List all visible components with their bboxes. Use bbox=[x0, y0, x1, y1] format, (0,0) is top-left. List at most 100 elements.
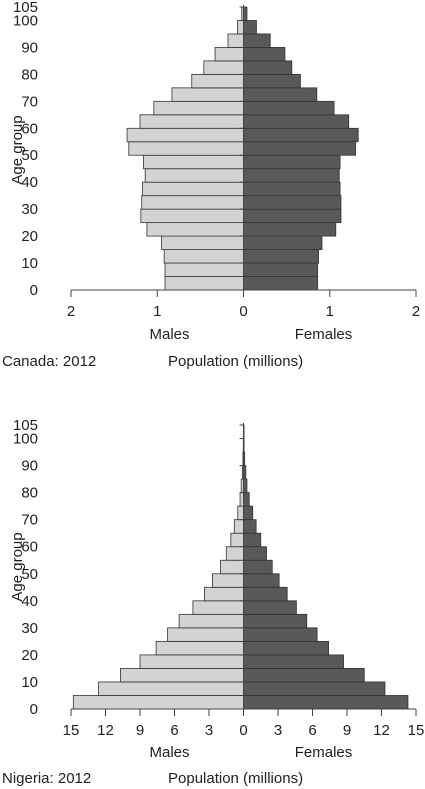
y-tick-label: 0 bbox=[30, 282, 38, 299]
female-bar-15-19 bbox=[243, 235, 323, 250]
y-tick-label: 50 bbox=[21, 147, 38, 164]
male-bar-25-29 bbox=[140, 208, 244, 224]
female-bar-55-59 bbox=[243, 546, 267, 561]
female-bar-75-79 bbox=[243, 73, 301, 89]
female-bar-10-14 bbox=[243, 249, 319, 264]
x-tick-label: 6 bbox=[308, 722, 316, 739]
x-tick-label: 0 bbox=[239, 722, 247, 739]
male-bar-0-4 bbox=[164, 276, 244, 291]
male-bar-70-74 bbox=[171, 87, 244, 102]
chart-caption: Canada: 2012 bbox=[2, 353, 96, 370]
male-bar-60-64 bbox=[139, 114, 244, 129]
female-bar-20-24 bbox=[243, 640, 329, 656]
x-axis-label: Population (millions) bbox=[168, 353, 303, 370]
female-bar-50-54 bbox=[243, 559, 273, 575]
chart-caption: Nigeria: 2012 bbox=[2, 770, 91, 787]
y-tick-label: 80 bbox=[21, 66, 38, 83]
male-bar-65-69 bbox=[153, 100, 244, 116]
x-tick-label: 0 bbox=[239, 303, 247, 320]
male-bar-65-69 bbox=[233, 519, 244, 534]
y-tick-label: 70 bbox=[21, 93, 38, 110]
female-bar-0-4 bbox=[243, 276, 319, 291]
y-tick-label: 70 bbox=[21, 512, 38, 529]
female-bar-15-19 bbox=[243, 654, 344, 669]
male-bar-80-84 bbox=[203, 60, 244, 75]
male-bar-75-79 bbox=[239, 492, 244, 507]
male-bar-15-19 bbox=[139, 654, 244, 669]
male-bar-40-44 bbox=[144, 168, 244, 183]
female-bar-85-89 bbox=[243, 47, 286, 62]
x-tick-label: 6 bbox=[170, 722, 178, 739]
female-bar-5-9 bbox=[243, 681, 386, 696]
male-bar-45-49 bbox=[143, 154, 244, 170]
y-tick-label: 0 bbox=[30, 701, 38, 718]
male-bar-25-29 bbox=[167, 627, 244, 642]
y-tick-label: 20 bbox=[21, 647, 38, 664]
male-bar-95-99 bbox=[237, 20, 244, 35]
male-bar-40-44 bbox=[203, 586, 244, 602]
male-bar-5-9 bbox=[164, 262, 244, 277]
female-bar-90-94 bbox=[243, 33, 271, 48]
female-bar-5-9 bbox=[243, 262, 319, 277]
female-bar-25-29 bbox=[243, 627, 318, 642]
male-bar-35-39 bbox=[192, 600, 244, 615]
y-tick-label: 105 bbox=[13, 417, 38, 434]
males-label: Males bbox=[149, 744, 189, 761]
male-bar-20-24 bbox=[146, 222, 244, 237]
female-bar-40-44 bbox=[243, 586, 288, 602]
y-tick-label: 30 bbox=[21, 201, 38, 218]
y-tick-label: 100 bbox=[13, 431, 38, 448]
y-tick-label: 40 bbox=[21, 174, 38, 191]
y-axis-label: Age group bbox=[9, 115, 26, 184]
y-tick-label: 30 bbox=[21, 620, 38, 637]
female-bar-10-14 bbox=[243, 668, 365, 683]
female-bar-65-69 bbox=[243, 100, 335, 116]
females-label: Females bbox=[295, 326, 353, 343]
female-bar-80-84 bbox=[243, 60, 293, 75]
female-bar-55-59 bbox=[243, 127, 359, 143]
x-tick-label: 12 bbox=[373, 722, 390, 739]
y-axis-label: Age group bbox=[9, 532, 26, 601]
male-bar-75-79 bbox=[191, 73, 244, 89]
x-tick-label: 15 bbox=[408, 722, 425, 739]
x-axis-label: Population (millions) bbox=[168, 770, 303, 787]
female-bar-65-69 bbox=[243, 519, 257, 534]
male-bar-5-9 bbox=[98, 681, 244, 696]
male-bar-55-59 bbox=[225, 546, 244, 561]
x-tick-label: 2 bbox=[412, 303, 420, 320]
y-tick-label: 80 bbox=[21, 485, 38, 502]
y-tick-label: 60 bbox=[21, 539, 38, 556]
females-label: Females bbox=[295, 744, 353, 761]
y-tick-label: 50 bbox=[21, 566, 38, 583]
male-bar-20-24 bbox=[155, 640, 244, 656]
female-bar-95-99 bbox=[243, 20, 257, 35]
x-tick-label: 1 bbox=[153, 303, 161, 320]
male-bar-10-14 bbox=[163, 249, 244, 264]
female-bar-50-54 bbox=[243, 141, 357, 156]
female-bar-100+ bbox=[243, 6, 248, 21]
female-bar-80-84 bbox=[243, 478, 248, 494]
males-label: Males bbox=[149, 326, 189, 343]
y-tick-label: 100 bbox=[13, 12, 38, 29]
y-tick-label: 105 bbox=[13, 0, 38, 16]
female-bar-0-4 bbox=[243, 695, 409, 710]
female-bar-30-34 bbox=[243, 613, 308, 629]
female-bar-20-24 bbox=[243, 222, 337, 237]
x-tick-label: 9 bbox=[343, 722, 351, 739]
y-tick-label: 40 bbox=[21, 593, 38, 610]
x-tick-label: 1 bbox=[326, 303, 334, 320]
female-bar-45-49 bbox=[243, 573, 280, 588]
female-bar-35-39 bbox=[243, 181, 341, 197]
female-bar-40-44 bbox=[243, 168, 340, 183]
male-bar-10-14 bbox=[120, 668, 244, 683]
y-tick-label: 10 bbox=[21, 255, 38, 272]
x-tick-label: 3 bbox=[274, 722, 282, 739]
chart-nigeria: 15 12 9 6 3 0 3 6 9 12 150102030405060708090100105… bbox=[2, 417, 424, 787]
x-tick-label: 9 bbox=[136, 722, 144, 739]
x-tick-label: 3 bbox=[205, 722, 213, 739]
female-bar-35-39 bbox=[243, 600, 297, 615]
y-tick-label: 90 bbox=[21, 39, 38, 56]
male-bar-85-89 bbox=[214, 47, 244, 62]
female-bar-30-34 bbox=[243, 195, 342, 210]
